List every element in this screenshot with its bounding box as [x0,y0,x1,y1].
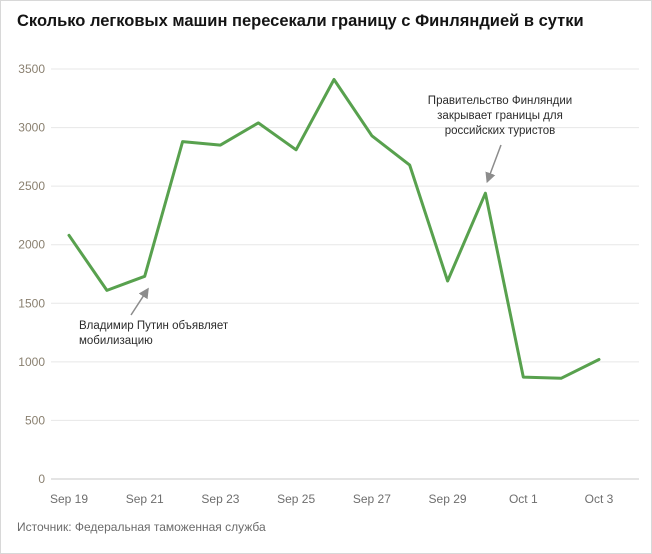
chart-title: Сколько легковых машин пересекали границ… [17,12,584,30]
chart-canvas: 0 500 1000 1500 2000 2500 3000 3500 Sep 19 Sep 21… [18,62,639,506]
annotation-text-line: Владимир Путин объявляет [79,320,229,332]
annotation-arrow [485,144,502,184]
x-tick-label: Sep 19 [50,492,88,506]
y-tick-label: 1500 [18,296,45,310]
y-tick-label: 0 [38,472,45,486]
y-tick-label: 2500 [18,179,45,193]
y-tick-label: 2000 [18,238,45,252]
annotation-mobilization: Владимир Путин объявляет мобилизацию [79,319,228,349]
x-tick-label: Sep 21 [126,492,164,506]
x-tick-label: Sep 29 [429,492,467,506]
annotation-border-closure: Правительство Финляндии закрывает границ… [405,94,595,139]
annotation-text-line: мобилизацию [79,335,153,347]
annotation-text-line: российских туристов [444,125,556,137]
x-tick-label: Sep 23 [201,492,239,506]
y-tick-label: 3000 [18,121,45,135]
y-tick-label: 500 [25,413,45,427]
x-tick-label: Sep 25 [277,492,315,506]
y-tick-label: 1000 [18,355,45,369]
x-tick-label: Oct 3 [585,492,614,506]
source-text: Источник: Федеральная таможенная служба [17,520,266,534]
x-tick-label: Sep 27 [353,492,391,506]
y-tick-label: 3500 [18,62,45,76]
annotation-text-line: Правительство Финляндии [427,95,573,107]
source-note: Источник: Федеральная таможенная служба [17,520,266,534]
x-tick-label: Oct 1 [509,492,538,506]
line-chart: 0 500 1000 1500 2000 2500 3000 3500 Sep 19 Sep 21… [1,57,651,517]
annotation-text-line: закрывает границы для [437,110,563,122]
data-series-line [67,78,601,380]
annotation-arrow [130,287,149,316]
